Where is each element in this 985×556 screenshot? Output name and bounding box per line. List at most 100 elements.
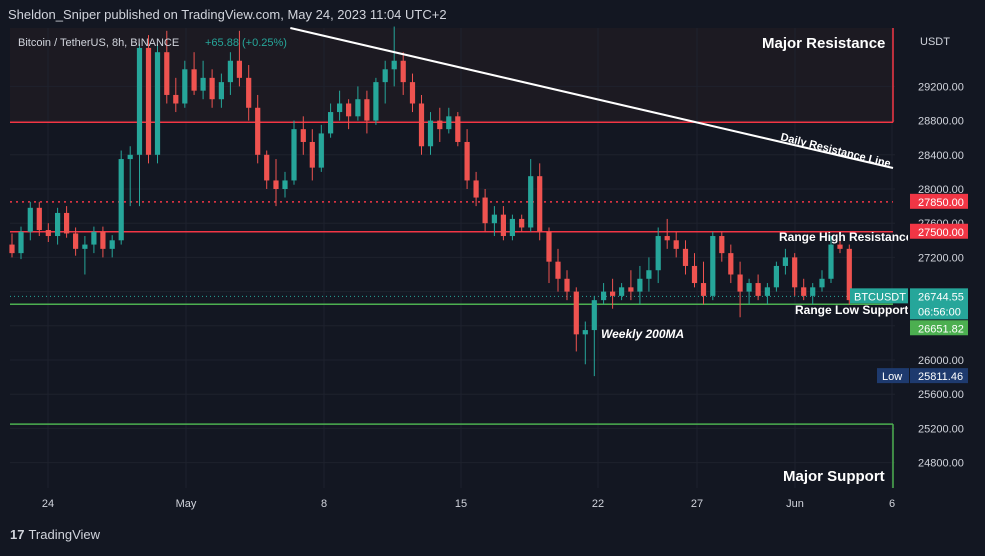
candle-body	[337, 103, 343, 113]
candle-body	[828, 244, 834, 279]
candle-body	[82, 244, 88, 249]
y-tick-label: 28800.00	[918, 116, 964, 128]
candle-body	[136, 47, 143, 155]
major-support-label: Major Support	[783, 468, 885, 485]
candle-body	[564, 278, 570, 292]
price-axis[interactable]	[908, 28, 985, 520]
candle-body	[782, 257, 789, 266]
candle-body	[464, 141, 470, 181]
candle-body	[437, 120, 443, 130]
candle-body	[792, 257, 798, 288]
candle-body	[646, 270, 652, 279]
candle-body	[773, 265, 779, 288]
footer: 17 TradingView	[0, 520, 985, 551]
daily-resistance-trendline[interactable]	[290, 27, 894, 169]
candle-body	[309, 141, 315, 168]
price-badge	[910, 320, 968, 336]
publisher-line: Sheldon_Sniper published on TradingView.…	[8, 7, 447, 22]
candle-body	[45, 230, 51, 237]
candle-body	[173, 94, 179, 104]
candle-body	[300, 129, 306, 142]
candle-body	[691, 265, 698, 284]
candle-body	[27, 207, 33, 232]
candle-body	[346, 103, 352, 117]
candle-body	[327, 112, 334, 134]
candle-body	[455, 116, 461, 142]
candle-body	[355, 99, 361, 117]
candle-body	[582, 330, 588, 335]
y-tick-label: 26000.00	[918, 355, 964, 367]
tradingview-mark-icon: 17	[10, 527, 25, 542]
low-price-value: 25811.46	[918, 371, 963, 383]
candle-body	[109, 240, 115, 249]
range-low-support-label: Range Low Support	[795, 303, 908, 317]
candle-body	[728, 253, 734, 275]
candle-body	[154, 52, 161, 155]
candle-body	[546, 231, 552, 262]
candle-body	[755, 283, 761, 296]
bar-countdown: 06:56:00	[918, 306, 961, 318]
candle-body	[118, 159, 124, 241]
candle-body	[127, 154, 133, 160]
candle-body	[9, 244, 15, 254]
candle-body	[846, 248, 852, 301]
candle-body	[227, 60, 233, 83]
candle-body	[255, 107, 261, 155]
symbol-badge-label: BTCUSDT	[854, 291, 906, 303]
candle-body	[555, 261, 561, 279]
candle-body	[418, 103, 425, 147]
publisher-header: Sheldon_Sniper published on TradingView.…	[0, 0, 985, 28]
tradingview-logo[interactable]: 17 TradingView	[10, 527, 100, 542]
candle-body	[264, 154, 270, 181]
candle-body	[282, 180, 288, 189]
candle-body	[819, 278, 825, 288]
candle-body	[273, 180, 279, 189]
symbol-legend: Bitcoin / TetherUS, 8h, BINANCE	[18, 37, 179, 49]
y-tick-label: 25200.00	[918, 423, 964, 435]
symbol-badge	[850, 288, 908, 304]
candle-body	[200, 77, 206, 91]
y-tick-label: 25600.00	[918, 389, 964, 401]
candle-body	[573, 291, 579, 335]
candle-body	[36, 207, 42, 231]
candle-body	[191, 69, 197, 91]
x-tick-label: 6	[889, 498, 895, 510]
y-tick-label: 24800.00	[918, 458, 964, 470]
candle-body	[64, 212, 70, 234]
candle-body	[682, 248, 689, 266]
candle-body	[473, 180, 479, 198]
candle-body	[182, 69, 188, 104]
x-tick-label: 8	[321, 498, 327, 510]
low-price-badge	[910, 368, 968, 384]
x-tick-label: May	[176, 498, 197, 510]
candle-body	[528, 176, 534, 228]
candle-body	[18, 231, 24, 254]
candle-body	[54, 212, 61, 237]
candle-body	[91, 231, 97, 245]
candle-body	[209, 77, 215, 100]
candle-body	[837, 244, 843, 249]
candle-body	[700, 283, 707, 296]
candle-body	[373, 82, 379, 121]
candle-body	[746, 283, 752, 292]
candle-body	[318, 133, 324, 168]
candle-body	[600, 291, 607, 301]
low-label: Low	[882, 371, 902, 383]
candle-body	[364, 99, 370, 121]
candle-body	[500, 214, 506, 237]
candle-body	[164, 52, 170, 95]
current-price-badge	[910, 288, 968, 320]
candle-body	[810, 287, 816, 296]
x-tick-label: 15	[455, 498, 467, 510]
candle-body	[537, 176, 543, 232]
x-tick-label: Jun	[786, 498, 804, 510]
price-badge-value: 27850.00	[918, 197, 964, 209]
y-tick-label: 29200.00	[918, 81, 964, 93]
candle-body	[218, 82, 224, 100]
y-tick-label: 28000.00	[918, 184, 964, 196]
price-badge	[910, 223, 968, 239]
low-label-badge	[877, 368, 909, 384]
candle-body	[801, 287, 807, 296]
